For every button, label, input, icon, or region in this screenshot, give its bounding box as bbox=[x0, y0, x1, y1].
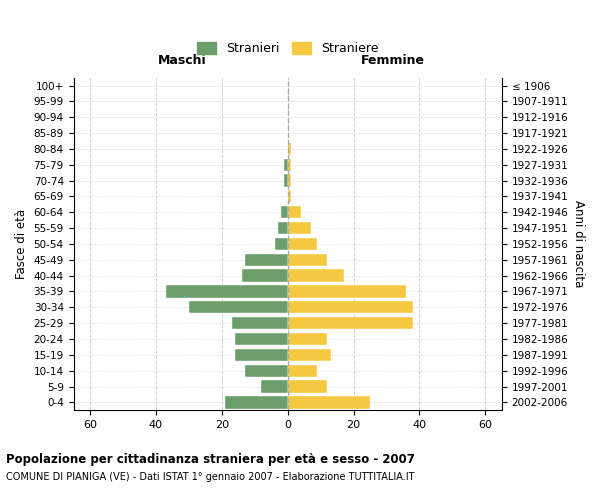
Text: Popolazione per cittadinanza straniera per età e sesso - 2007: Popolazione per cittadinanza straniera p… bbox=[6, 452, 415, 466]
Bar bbox=[275, 238, 287, 250]
Bar bbox=[287, 301, 413, 314]
Bar bbox=[287, 286, 406, 298]
Bar bbox=[284, 158, 287, 171]
Bar bbox=[235, 348, 287, 361]
Bar bbox=[287, 238, 317, 250]
Legend: Stranieri, Straniere: Stranieri, Straniere bbox=[192, 38, 383, 60]
Bar bbox=[287, 143, 291, 155]
Y-axis label: Fasce di età: Fasce di età bbox=[15, 209, 28, 279]
Bar bbox=[284, 174, 287, 187]
Bar bbox=[245, 364, 287, 377]
Bar bbox=[287, 317, 413, 330]
Bar bbox=[166, 286, 287, 298]
Bar bbox=[287, 380, 327, 392]
Bar bbox=[287, 348, 331, 361]
Y-axis label: Anni di nascita: Anni di nascita bbox=[572, 200, 585, 288]
Bar bbox=[287, 396, 370, 408]
Bar bbox=[287, 270, 344, 282]
Bar bbox=[287, 333, 327, 345]
Bar bbox=[245, 254, 287, 266]
Bar bbox=[225, 396, 287, 408]
Bar bbox=[232, 317, 287, 330]
Bar bbox=[287, 190, 291, 202]
Text: Maschi: Maschi bbox=[158, 54, 206, 66]
Bar bbox=[262, 380, 287, 392]
Text: Femmine: Femmine bbox=[361, 54, 425, 66]
Bar bbox=[281, 206, 287, 218]
Bar bbox=[242, 270, 287, 282]
Bar bbox=[287, 206, 301, 218]
Bar bbox=[287, 364, 317, 377]
Bar bbox=[287, 254, 327, 266]
Text: COMUNE DI PIANIGA (VE) - Dati ISTAT 1° gennaio 2007 - Elaborazione TUTTITALIA.IT: COMUNE DI PIANIGA (VE) - Dati ISTAT 1° g… bbox=[6, 472, 415, 482]
Bar bbox=[287, 174, 291, 187]
Bar bbox=[235, 333, 287, 345]
Bar bbox=[287, 222, 311, 234]
Bar bbox=[287, 158, 291, 171]
Bar bbox=[278, 222, 287, 234]
Bar bbox=[189, 301, 287, 314]
